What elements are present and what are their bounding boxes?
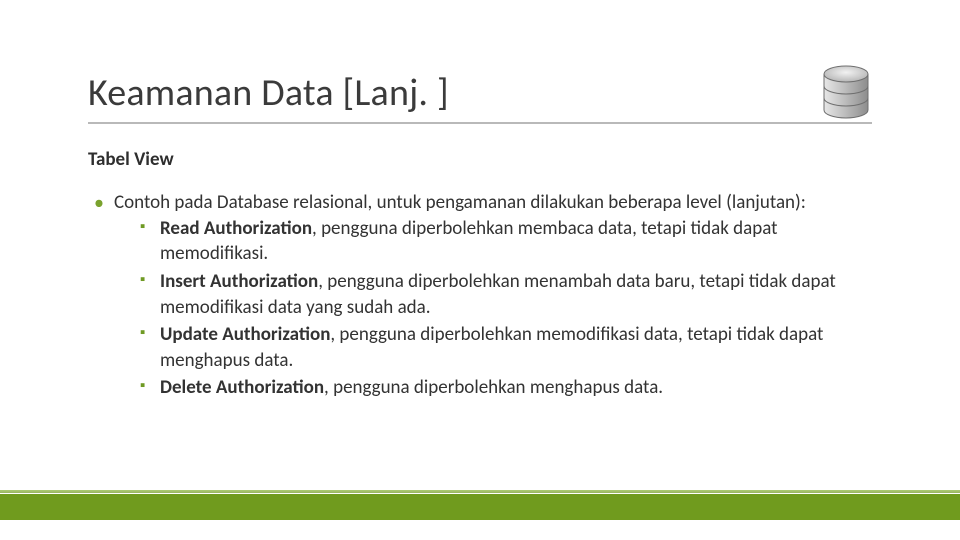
sub-bullet-rest: , pengguna diperbolehkan menghapus data. xyxy=(324,376,663,399)
slide-subtitle: Tabel View xyxy=(88,148,174,171)
slide-body: Contoh pada Database relasional, untuk p… xyxy=(92,190,850,403)
sub-bullet-bold: Insert Authorization xyxy=(160,270,318,293)
slide-title-area: Keamanan Data [Lanj. ] xyxy=(88,70,872,124)
sub-bullet: Insert Authorization, pengguna diperbole… xyxy=(138,269,850,320)
sub-bullet-list: Read Authorization , pengguna diperbolehk… xyxy=(114,216,850,401)
bullet-lvl1-text: Contoh pada Database relasional, untuk p… xyxy=(114,191,806,214)
slide: Keamanan Data [Lanj. ] xyxy=(0,0,960,540)
slide-title: Keamanan Data [Lanj. ] xyxy=(88,70,449,116)
footer-accent-bar xyxy=(0,494,960,520)
sub-bullet: Read Authorization, pengguna diperbolehk… xyxy=(138,216,850,267)
sub-bullet-bold: Delete Authorization xyxy=(160,376,324,399)
database-icon xyxy=(818,62,874,122)
sub-bullet: Update Authorization, pengguna diperbole… xyxy=(138,322,850,373)
sub-bullet-bold: Update Authorization xyxy=(160,323,330,346)
sub-bullet-bold: Read Authorization xyxy=(160,217,312,240)
bullet-lvl1: Contoh pada Database relasional, untuk p… xyxy=(92,190,850,401)
sub-bullet: Delete Authorization, pengguna diperbole… xyxy=(138,375,850,401)
